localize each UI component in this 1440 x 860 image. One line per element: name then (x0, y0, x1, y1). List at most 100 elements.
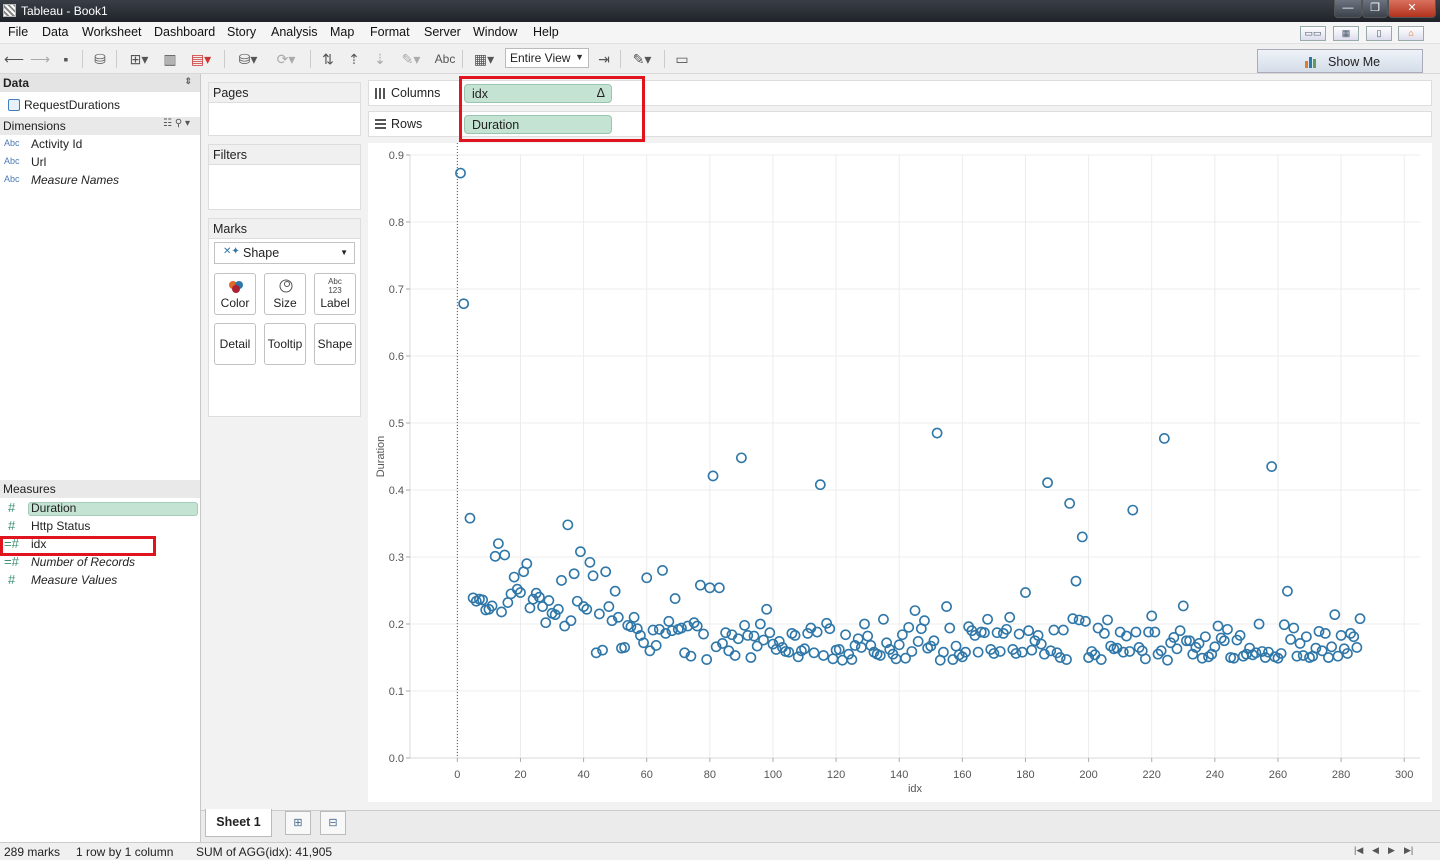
menu-format[interactable]: Format (370, 25, 410, 39)
undo-icon[interactable]: ⟵ (4, 51, 25, 67)
minimize-icon[interactable]: — (1334, 0, 1362, 18)
data-point (477, 594, 488, 606)
restore-icon[interactable]: ❐ (1362, 0, 1388, 18)
menu-data[interactable]: Data (42, 25, 69, 39)
highlight-icon[interactable]: ✎▾ (401, 51, 421, 67)
data-point (729, 650, 741, 661)
x-tick-label: 260 (1269, 769, 1287, 781)
duplicate-sheet-icon[interactable]: ▥ (163, 51, 177, 67)
menu-map[interactable]: Map (330, 25, 355, 39)
x-tick-label: 280 (1332, 769, 1350, 781)
data-point (739, 619, 750, 631)
pane-menu-icon[interactable]: ⇕ (184, 76, 192, 86)
data-point (859, 618, 870, 630)
data-point (650, 640, 662, 651)
data-point (1001, 623, 1012, 635)
data-point (1218, 635, 1230, 647)
data-point (1165, 637, 1177, 649)
swap-icon[interactable]: ⇅ (322, 51, 334, 67)
data-point (1158, 433, 1170, 444)
refresh-icon[interactable]: ⟳▾ (276, 51, 296, 67)
tooltip-button[interactable]: Tooltip (264, 323, 306, 365)
menu-analysis[interactable]: Analysis (271, 25, 318, 39)
pause-updates-icon[interactable]: ⛁▾ (238, 51, 258, 67)
new-worksheet-icon[interactable]: ⊞▾ (129, 51, 149, 67)
menu-file[interactable]: File (8, 25, 29, 39)
chevron-down-icon: ▼ (575, 52, 584, 62)
size-button[interactable]: Size (264, 273, 306, 315)
data-point (483, 603, 495, 615)
next-sheet-icon[interactable]: ▶ (1388, 845, 1395, 855)
new-worksheet-tab-icon[interactable]: ⊞ (285, 811, 311, 835)
annotate-icon[interactable]: ✎▾ (632, 51, 652, 67)
sheet-sorter-icon[interactable]: ▦ (1333, 26, 1359, 41)
view-area[interactable]: 0 20 40 60 80 100 120 140 160 180 200 220 240 260 280 3… (368, 143, 1432, 802)
data-point (1285, 634, 1296, 645)
data-point (1316, 645, 1328, 657)
first-sheet-icon[interactable]: |◀ (1354, 845, 1364, 855)
scatter-chart[interactable]: 0 20 40 60 80 100 120 140 160 180 200 220 240 260 280 3… (368, 143, 1432, 802)
data-point (1294, 638, 1306, 649)
y-tick-label: 0.1 (389, 686, 404, 698)
dimensions-tools-icon[interactable]: ☷ ⚲ ▾ (163, 118, 190, 129)
detail-button[interactable]: Detail (214, 323, 256, 365)
clear-sheet-icon[interactable]: ▤▾ (190, 51, 212, 67)
rows-shelf[interactable]: Rows Duration (368, 111, 1432, 137)
columns-shelf[interactable]: Columns idx Δ (368, 80, 1432, 106)
save-icon[interactable]: ▪ (63, 51, 69, 67)
prev-sheet-icon[interactable]: ◀ (1372, 845, 1379, 855)
data-point (1291, 650, 1303, 662)
label-button[interactable]: Abc 123 Label (314, 273, 356, 315)
data-point (783, 646, 795, 658)
bar-chart-icon (1305, 57, 1316, 68)
home-icon[interactable]: ⌂ (1398, 26, 1424, 41)
fix-axes-icon[interactable]: ⇥ (598, 51, 610, 67)
fit-chart-icon[interactable]: ▦▾ (473, 51, 495, 67)
data-point (641, 572, 653, 584)
shape-button[interactable]: Shape (314, 323, 356, 365)
menu-help[interactable]: Help (533, 25, 559, 39)
data-point (818, 650, 829, 661)
show-mark-labels-icon[interactable]: Abc (434, 52, 456, 66)
data-point (862, 630, 874, 642)
close-icon[interactable]: ✕ (1388, 0, 1436, 18)
presentation-icon[interactable]: ▭ (675, 51, 689, 67)
data-point (1162, 654, 1173, 666)
data-point (597, 644, 608, 656)
data-point (1193, 638, 1205, 649)
menu-server[interactable]: Server (424, 25, 461, 39)
data-pane-header: Data ⇕ (0, 74, 200, 92)
sort-descending-icon[interactable]: ⇣ (374, 51, 386, 67)
view-size-select[interactable]: Entire View ▼ (505, 48, 589, 68)
tab-sheet-1[interactable]: Sheet 1 (205, 809, 272, 837)
pages-card[interactable]: Pages (208, 82, 361, 136)
data-point (534, 591, 545, 603)
columns-pill-idx[interactable]: idx Δ (464, 84, 612, 103)
data-source-icon[interactable]: ▯ (1366, 26, 1392, 41)
sort-ascending-icon[interactable]: ⇡ (348, 51, 360, 67)
rows-pill-duration[interactable]: Duration (464, 115, 612, 134)
x-tick-label: 180 (1016, 769, 1034, 781)
menu-dashboard[interactable]: Dashboard (154, 25, 216, 39)
field-name: Measure Names (31, 173, 120, 187)
presentation-mode-icon[interactable]: ▭▭ (1300, 26, 1326, 41)
show-me-button[interactable]: Show Me (1257, 49, 1423, 73)
new-data-source-icon[interactable]: ⛁ (94, 51, 106, 67)
data-point (1203, 651, 1214, 663)
data-point (824, 623, 836, 635)
menu-window[interactable]: Window (473, 25, 518, 39)
data-point (584, 556, 596, 568)
color-button[interactable]: Color (214, 273, 256, 315)
y-tick-label: 0.0 (389, 753, 404, 765)
redo-icon[interactable]: ⟶ (30, 51, 51, 67)
data-point (811, 626, 823, 638)
new-dashboard-tab-icon[interactable]: ⊟ (320, 811, 346, 835)
tableau-app-icon (3, 4, 16, 17)
menu-story[interactable]: Story (227, 25, 257, 39)
menu-worksheet[interactable]: Worksheet (82, 25, 142, 39)
data-point (865, 640, 877, 651)
filters-card[interactable]: Filters (208, 144, 361, 210)
last-sheet-icon[interactable]: ▶| (1404, 845, 1414, 855)
mark-type-select[interactable]: ✕✦ Shape ▼ (214, 242, 355, 264)
data-point (1092, 622, 1104, 634)
